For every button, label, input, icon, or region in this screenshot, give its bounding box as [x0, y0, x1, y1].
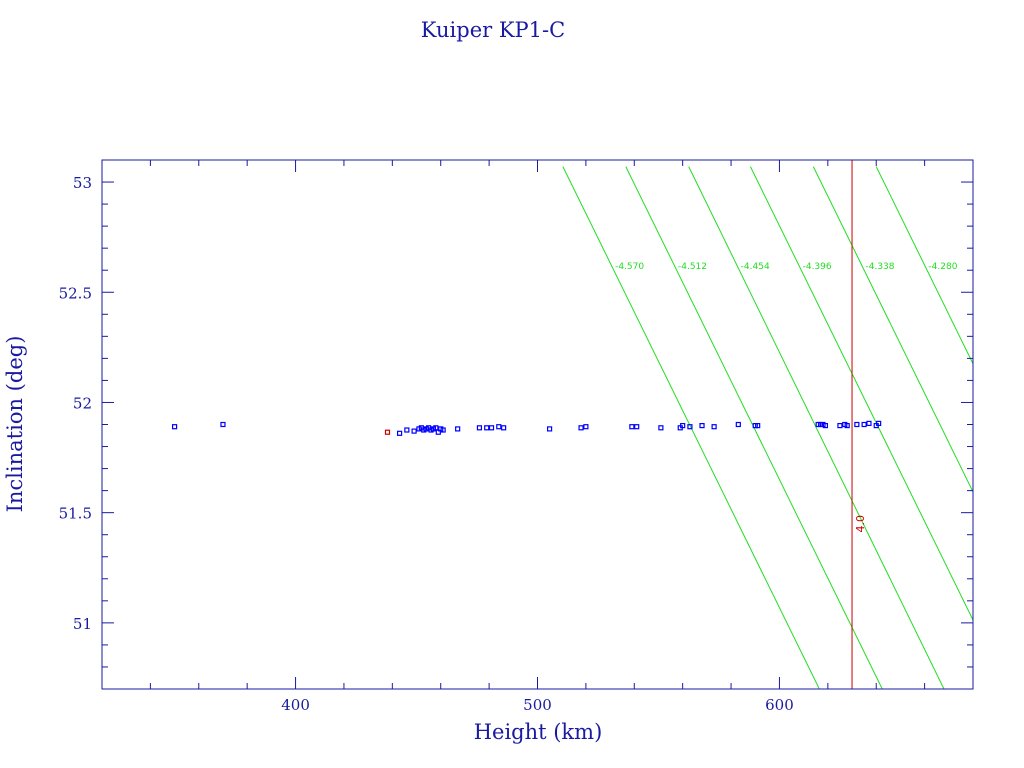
- axis-layer: 400 500 600 51 51.5 52 52.5 53: [59, 159, 974, 714]
- y-tick-label: 52.5: [59, 284, 92, 302]
- y-tick-label: 51: [73, 615, 92, 633]
- contour-label: -4.512: [678, 262, 707, 272]
- x-tick-label: 500: [523, 696, 552, 714]
- contour-line: [688, 166, 945, 689]
- y-axis-label: Inclination (deg): [3, 336, 27, 513]
- data-point: [629, 424, 635, 430]
- contour-line: [875, 166, 973, 365]
- chart-title: Kuiper KP1-C: [421, 18, 565, 42]
- x-tick-label: 600: [765, 696, 794, 714]
- data-point: [396, 430, 403, 436]
- data-point: [687, 424, 693, 430]
- data-point: [711, 424, 717, 430]
- data-point: [488, 425, 495, 431]
- contour-layer: -4.570 -4.512 -4.454 -4.396 -4.338 -4.280: [562, 166, 973, 689]
- y-tick-label: 51.5: [59, 505, 92, 523]
- data-point: [735, 421, 741, 428]
- data-point: [837, 423, 843, 429]
- data-point: [476, 425, 483, 431]
- data-point: [455, 426, 461, 432]
- data-point: [844, 423, 850, 429]
- data-point: [496, 424, 502, 430]
- data-point: [755, 423, 761, 429]
- data-point: [876, 420, 882, 426]
- data-point: [658, 425, 664, 431]
- data-point: [411, 428, 417, 434]
- points-layer: [171, 420, 882, 436]
- contour-line: [562, 166, 820, 689]
- contour-label: -4.454: [741, 262, 770, 272]
- contour-label: -4.570: [615, 262, 644, 272]
- y-tick-label: 53: [73, 174, 92, 192]
- data-point: [680, 423, 686, 429]
- data-point: [220, 421, 226, 428]
- data-point: [404, 427, 410, 433]
- marker-layer: 4.0: [851, 160, 867, 689]
- data-point: [634, 424, 640, 430]
- data-point: [699, 423, 705, 429]
- data-point: [866, 420, 872, 426]
- contour-label: -4.338: [866, 262, 895, 272]
- y-tick-label: 52: [73, 394, 92, 412]
- data-point: [501, 425, 507, 431]
- x-tick-label: 400: [281, 696, 310, 714]
- marker-label: 4.0: [854, 515, 867, 533]
- data-point: [171, 424, 178, 430]
- data-point: [546, 426, 553, 432]
- highlight-data-point: [384, 429, 391, 435]
- contour-line: [812, 166, 973, 494]
- data-point: [861, 421, 867, 428]
- data-point: [440, 427, 446, 433]
- x-axis-label: Height (km): [474, 720, 603, 744]
- contour-label: -4.396: [803, 262, 832, 272]
- data-point: [822, 423, 829, 429]
- data-point: [484, 425, 490, 431]
- contour-label: -4.280: [928, 262, 957, 272]
- data-point: [578, 425, 584, 431]
- data-point: [854, 421, 860, 428]
- data-point: [583, 424, 589, 430]
